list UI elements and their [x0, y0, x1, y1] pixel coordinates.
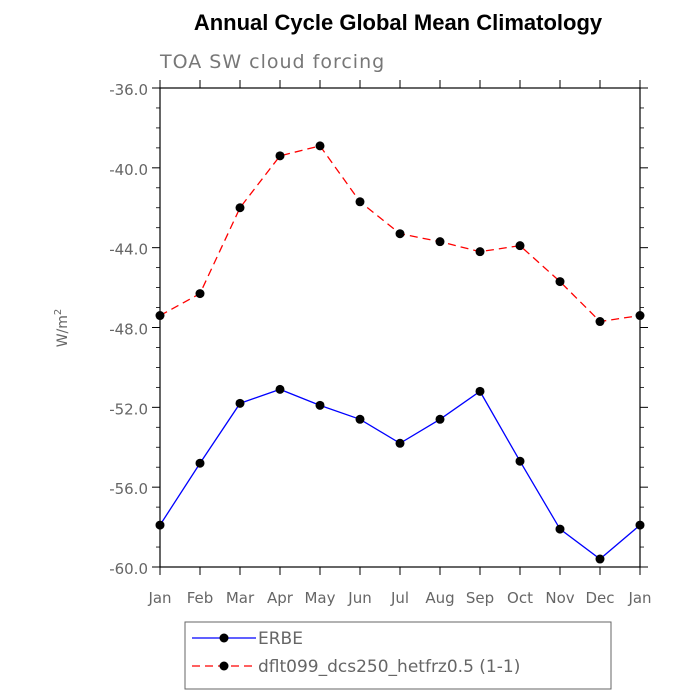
x-tick-label: Jan	[147, 589, 171, 607]
series-0-point	[635, 520, 645, 530]
x-tick-label: Apr	[267, 589, 294, 607]
series-1-point	[155, 311, 165, 321]
x-tick-label: Feb	[187, 589, 214, 607]
x-tick-label: Nov	[545, 589, 574, 607]
x-tick-label: Jul	[390, 589, 409, 607]
series-1-point	[475, 247, 485, 257]
y-tick-label: -48.0	[109, 321, 148, 339]
y-tick-label: -52.0	[109, 400, 148, 418]
y-tick-label: -60.0	[109, 560, 148, 578]
series-1-point	[315, 141, 325, 151]
x-tick-label: Sep	[466, 589, 494, 607]
series-1-point	[595, 317, 605, 327]
series-1-point	[395, 229, 405, 239]
series-1-point	[355, 197, 365, 207]
x-axis: Jan Feb Mar Apr May Jun Jul Aug Sep Oct Nov Dec Jan	[147, 80, 652, 607]
series-1-point	[195, 289, 205, 299]
series-1-point	[275, 151, 285, 161]
x-tick-label: May	[304, 589, 335, 607]
legend-label-erbe: ERBE	[258, 629, 303, 649]
x-tick-label: Jan	[627, 589, 651, 607]
series-0-point	[155, 520, 165, 530]
chart-title: Annual Cycle Global Mean Climatology	[194, 10, 603, 35]
series-layer	[155, 141, 645, 564]
series-0-point	[275, 384, 285, 394]
legend-marker-erbe	[219, 633, 229, 643]
y-tick-label: -36.0	[109, 81, 148, 99]
series-1-point	[515, 241, 525, 251]
x-tick-label: Mar	[226, 589, 255, 607]
plot-frame	[159, 87, 641, 568]
y-tick-label: -44.0	[109, 241, 148, 259]
legend-box	[184, 621, 612, 690]
series-0-point	[395, 438, 405, 448]
chart-subtitle: TOA SW cloud forcing	[159, 51, 385, 73]
series-0-point	[435, 414, 445, 424]
y-axis-label-superscript: 2	[53, 309, 64, 315]
x-tick-label: Jun	[347, 589, 371, 607]
series-0-point	[555, 524, 565, 534]
legend-label-model: dflt099_dcs250_hetfrz0.5 (1-1)	[258, 657, 520, 677]
y-axis-label-text: W/m	[55, 315, 71, 347]
series-0-point	[595, 554, 605, 564]
series-1-point	[235, 203, 245, 213]
y-axis-label: W/m2	[53, 309, 71, 348]
x-tick-label: Dec	[585, 589, 614, 607]
series-0-point	[235, 398, 245, 408]
series-line-0	[159, 388, 641, 560]
x-tick-label: Aug	[425, 589, 454, 607]
series-1-point	[435, 237, 445, 247]
series-0-point	[515, 456, 525, 466]
series-0-point	[355, 414, 365, 424]
legend-marker-model	[219, 661, 229, 671]
x-tick-label: Oct	[507, 589, 533, 607]
y-axis: -36.0 -40.0 -44.0 -48.0 -52.0 -56.0 -60.0	[109, 81, 648, 578]
series-0-point	[315, 400, 325, 410]
y-tick-label: -40.0	[109, 161, 148, 179]
series-0-point	[475, 386, 485, 396]
y-tick-label: -56.0	[109, 480, 148, 498]
series-0-point	[195, 458, 205, 468]
series-1-point	[555, 277, 565, 287]
series-1-point	[635, 311, 645, 321]
legend: ERBE dflt099_dcs250_hetfrz0.5 (1-1)	[184, 621, 612, 690]
